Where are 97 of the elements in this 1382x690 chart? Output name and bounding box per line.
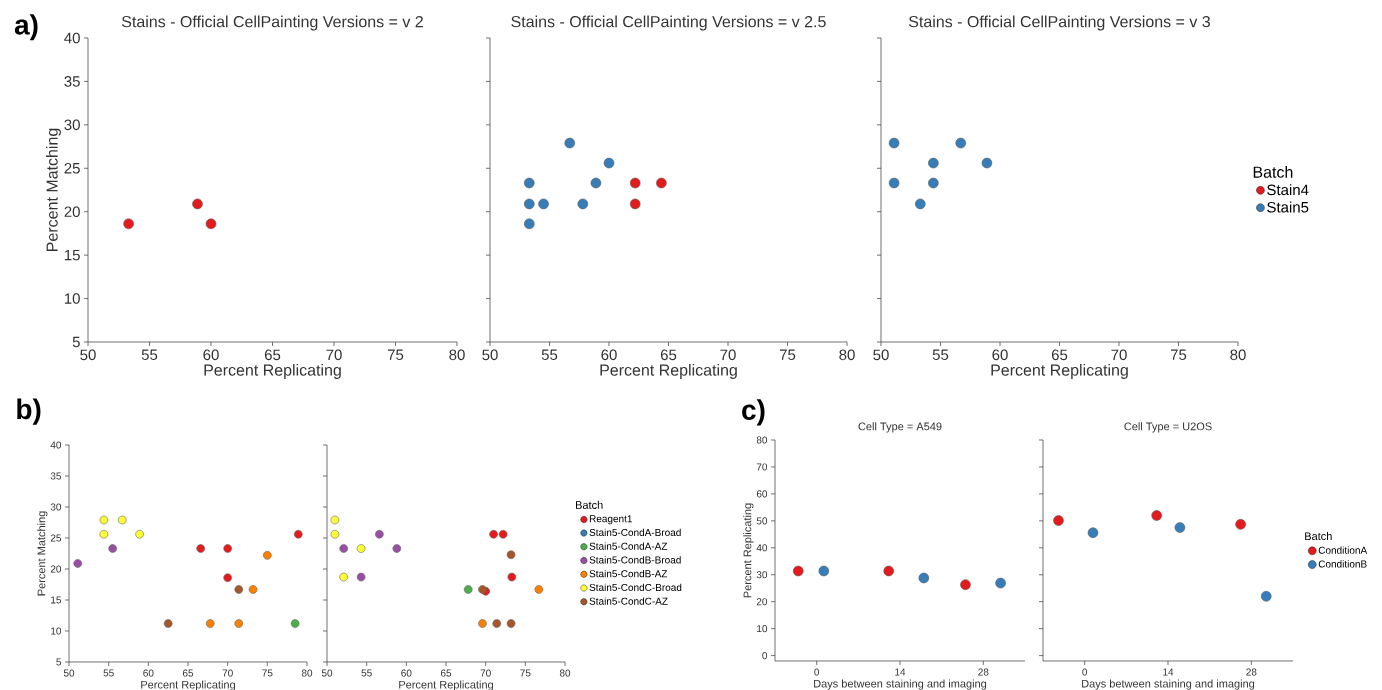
legend-label: Stain5-CondC-AZ	[589, 597, 668, 605]
x-tick-label: 60	[401, 669, 412, 677]
x-tick-label: 60	[601, 349, 617, 361]
y-tick-label: 25	[64, 162, 80, 174]
x-tick-label: 70	[720, 349, 736, 361]
legend-label: Stain5-CondB-Broad	[589, 556, 681, 564]
text: c)	[742, 399, 765, 426]
x-tick-label: 70	[326, 349, 342, 361]
y-axis-title: Percent Matching	[37, 511, 48, 596]
y-tick-label: 40	[64, 32, 80, 44]
y-tick-label: 0	[762, 652, 768, 660]
x-tick-label: 65	[264, 349, 281, 361]
x-tick-label: 70	[1111, 349, 1127, 361]
x-tick-label: 70	[222, 669, 233, 677]
legend-label: Stain5-CondA-Broad	[589, 528, 681, 537]
x-tick-label: 28	[1246, 668, 1257, 676]
chart-title: Stains - Official CellPainting Versions = v 3	[908, 15, 1210, 31]
legend-label: ConditionB	[1318, 560, 1367, 568]
y-tick-label: 5	[72, 336, 80, 348]
x-tick-label: 80	[559, 669, 571, 677]
x-tick-label: 65	[440, 669, 452, 677]
x-tick-label: 28	[978, 668, 989, 676]
x-axis-title: Percent Replicating	[991, 364, 1128, 379]
x-axis-title: Days between staining and imaging	[814, 679, 987, 690]
y-axis-title: Percent Matching	[46, 128, 61, 251]
x-tick-label: 75	[262, 669, 273, 677]
y-tick-label: 35	[50, 472, 62, 480]
y-tick-label: 60	[756, 490, 768, 498]
x-tick-label: 80	[449, 349, 465, 361]
x-tick-label: 50	[80, 349, 96, 361]
y-tick-label: 50	[756, 517, 768, 525]
y-tick-label: 25	[50, 534, 62, 542]
y-tick-label: 10	[51, 627, 62, 635]
text: b)	[17, 398, 41, 425]
x-axis-title: Percent Replicating	[399, 680, 493, 690]
x-tick-label: 80	[1230, 349, 1246, 361]
y-tick-label: 30	[64, 119, 80, 131]
y-tick-label: 15	[51, 596, 62, 604]
x-tick-label: 75	[779, 349, 796, 360]
chart-title: Stains - Official CellPainting Versions = v 2	[121, 15, 423, 31]
legend-label: Stain5	[1267, 201, 1309, 213]
x-tick-label: 75	[520, 669, 531, 677]
x-tick-label: 50	[482, 349, 498, 361]
y-tick-label: 70	[756, 463, 768, 471]
y-tick-label: 35	[64, 76, 80, 87]
legend-label: Stain5-CondA-AZ	[589, 542, 668, 550]
x-tick-label: 75	[387, 349, 404, 360]
legend-label: Stain5-CondC-Broad	[589, 583, 682, 591]
x-tick-label: 14	[1163, 668, 1174, 676]
x-axis-title: Days between staining and imaging	[1082, 679, 1255, 690]
chart-title: Cell Type = U2OS	[1124, 422, 1212, 433]
chart-title: Cell Type = A549	[858, 422, 942, 433]
y-tick-label: 10	[64, 293, 80, 304]
legend-title: Batch	[1305, 532, 1332, 541]
y-tick-label: 40	[50, 441, 62, 449]
y-tick-label: 10	[757, 625, 768, 633]
y-tick-label: 15	[64, 249, 80, 261]
x-tick-label: 75	[1170, 349, 1187, 360]
x-tick-label: 60	[203, 349, 219, 361]
x-tick-label: 0	[814, 668, 820, 676]
y-tick-label: 20	[756, 598, 768, 606]
y-tick-label: 30	[50, 503, 62, 511]
x-tick-label: 55	[103, 669, 114, 677]
x-tick-label: 50	[321, 669, 333, 677]
y-tick-label: 20	[50, 565, 62, 573]
legend-title: Batch	[1253, 166, 1293, 178]
x-tick-label: 0	[1082, 668, 1088, 676]
x-tick-label: 50	[873, 349, 889, 361]
legend-label: Stain5-CondB-AZ	[589, 569, 668, 578]
x-tick-label: 55	[361, 669, 372, 677]
x-tick-label: 65	[1051, 349, 1068, 361]
y-tick-label: 40	[756, 544, 768, 552]
x-tick-label: 60	[143, 669, 154, 677]
x-tick-label: 55	[932, 349, 949, 360]
legend-label: Stain4	[1267, 184, 1309, 196]
x-tick-label: 65	[660, 349, 677, 361]
y-tick-label: 80	[756, 436, 768, 444]
x-tick-label: 55	[541, 349, 558, 360]
x-tick-label: 65	[182, 669, 194, 677]
x-tick-label: 80	[301, 669, 313, 677]
y-tick-label: 20	[64, 206, 80, 218]
x-tick-label: 70	[480, 669, 491, 677]
x-tick-label: 55	[141, 349, 158, 360]
y-tick-label: 30	[756, 571, 768, 579]
x-tick-label: 80	[839, 349, 855, 361]
x-axis-title: Percent Replicating	[141, 680, 235, 690]
legend-label: Reagent1	[589, 515, 632, 525]
x-tick-label: 14	[895, 668, 906, 676]
legend-label: ConditionA	[1318, 546, 1368, 554]
text: a)	[14, 14, 38, 41]
legend-title: Batch	[575, 500, 603, 509]
x-tick-label: 60	[992, 349, 1008, 361]
y-tick-label: 5	[56, 658, 62, 666]
x-axis-title: Percent Replicating	[204, 364, 341, 379]
y-axis-title: Percent Replicating	[743, 503, 754, 598]
x-axis-title: Percent Replicating	[600, 364, 737, 379]
chart-title: Stains - Official CellPainting Versions = v 2.5	[511, 15, 826, 31]
